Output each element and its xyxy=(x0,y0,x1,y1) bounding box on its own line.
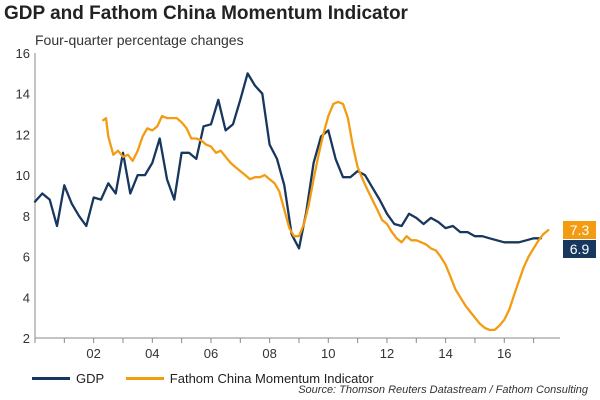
y-tick-label: 10 xyxy=(16,168,30,183)
x-tick-label: 16 xyxy=(497,346,511,361)
legend-label-gdp: GDP xyxy=(76,371,105,386)
y-tick-label: 12 xyxy=(16,127,30,142)
source-note: Source: Thomson Reuters Datastream / Fat… xyxy=(298,384,588,396)
fathom-line xyxy=(102,100,550,332)
legend-swatch-fathom xyxy=(125,377,164,380)
y-tick-label: 8 xyxy=(23,209,30,224)
x-tick-label: 06 xyxy=(204,346,218,361)
series-lines xyxy=(33,72,550,332)
y-tick-label: 4 xyxy=(23,290,30,305)
x-tick-label: 02 xyxy=(86,346,100,361)
y-tick-label: 2 xyxy=(23,331,30,346)
fathom-end-label: 7.3 xyxy=(563,221,596,239)
gdp-end-label: 6.9 xyxy=(563,240,596,258)
x-tick-label: 12 xyxy=(380,346,394,361)
x-tick-label: 04 xyxy=(145,346,159,361)
chart-title: GDP and Fathom China Momentum Indicator xyxy=(4,3,408,24)
y-tick-label: 16 xyxy=(16,46,30,61)
x-tick-marks xyxy=(34,338,535,343)
y-tick-label: 14 xyxy=(16,87,30,102)
legend-swatch-gdp xyxy=(32,377,70,380)
legend-item-gdp: GDP xyxy=(32,371,104,386)
legend-label-fathom: Fathom China Momentum Indicator xyxy=(169,371,374,386)
x-tick-label: 08 xyxy=(262,346,276,361)
y-tick-labels: 2 4 6 8 10 12 14 16 xyxy=(16,46,30,346)
legend-item-fathom: Fathom China Momentum Indicator xyxy=(125,371,374,386)
y-tick-label: 6 xyxy=(23,250,30,265)
legend: GDP Fathom China Momentum Indicator xyxy=(32,368,392,386)
gdp-line xyxy=(33,72,543,250)
axes xyxy=(34,53,560,339)
chart-subtitle: Four-quarter percentage changes xyxy=(35,32,244,48)
x-tick-labels: 02 04 06 08 10 12 14 16 xyxy=(86,346,511,361)
x-tick-label: 10 xyxy=(321,346,335,361)
x-tick-label: 14 xyxy=(438,346,452,361)
